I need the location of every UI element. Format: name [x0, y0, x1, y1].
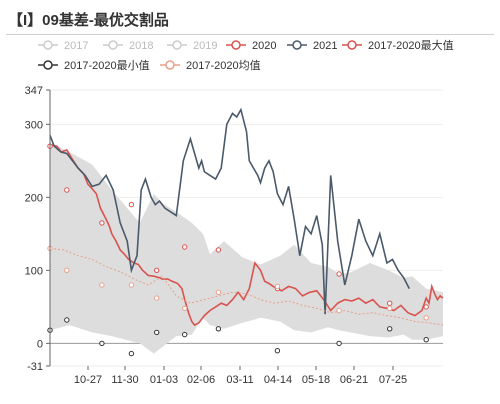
legend-label: 2017-2020最小值	[64, 59, 150, 72]
legend-label: 2018	[129, 40, 153, 52]
marker-point	[154, 329, 160, 336]
legend-label: 2019	[193, 40, 217, 52]
marker-point	[336, 271, 342, 277]
marker-point	[423, 315, 429, 321]
x-tick-label: 04-14	[264, 374, 292, 386]
legend-circle-icon	[165, 60, 175, 70]
legend-item[interactable]: 2018	[103, 40, 153, 52]
marker-point	[215, 326, 222, 332]
marker-point	[154, 267, 160, 273]
marker-point	[99, 340, 105, 347]
x-tick-label: 10-27	[74, 374, 102, 386]
marker-point	[215, 289, 222, 295]
marker-point	[64, 187, 70, 193]
legend-circle-icon	[172, 40, 182, 50]
marker-point	[274, 283, 281, 290]
marker-point	[64, 317, 70, 323]
legend-item[interactable]: 2017	[38, 40, 88, 52]
x-tick-label: 03-11	[226, 374, 253, 386]
marker-point	[182, 244, 188, 250]
legend-circle-icon	[292, 40, 302, 50]
range-band-area	[50, 142, 443, 354]
x-tick-label: 02-06	[187, 374, 215, 386]
legend-item[interactable]: 2017-2020最大值	[342, 38, 454, 52]
legend-item[interactable]: 2021	[287, 40, 337, 52]
marker-point	[387, 305, 393, 311]
marker-point	[423, 304, 429, 310]
marker-layer	[47, 143, 429, 357]
marker-point	[274, 348, 281, 354]
y-tick-label: 347	[25, 85, 43, 97]
legend-circle-icon	[347, 40, 357, 50]
legend-label: 2017-2020最大值	[368, 38, 454, 52]
marker-point	[215, 247, 222, 253]
legend-item[interactable]: 2020	[226, 40, 276, 52]
marker-point	[99, 282, 105, 288]
series-line	[49, 144, 444, 327]
marker-point	[128, 201, 135, 208]
axes: 347 300 200 100 0 -31 10-27 11-30 01-03 02-06 03-1…	[25, 85, 407, 386]
legend-circle-icon	[43, 40, 53, 50]
y-tick-label: 200	[25, 192, 43, 204]
marker-point	[336, 340, 342, 347]
series-line	[49, 247, 444, 326]
marker-point	[182, 331, 188, 338]
marker-point	[387, 326, 393, 332]
legend-label: 2021	[313, 40, 337, 52]
title-divider	[6, 34, 494, 35]
legend-circle-icon	[231, 40, 241, 50]
marker-point	[387, 300, 393, 306]
legend-item[interactable]: 2017-2020最小值	[38, 59, 150, 72]
legend-label: 2020	[252, 40, 276, 52]
y-tick-label: 100	[25, 265, 43, 277]
range-band	[50, 142, 443, 354]
marker-point	[154, 295, 160, 301]
x-tick-label: 06-21	[340, 374, 368, 386]
series-line	[49, 107, 411, 315]
marker-point	[336, 307, 342, 314]
x-tick-label: 05-18	[302, 374, 330, 386]
legend-item[interactable]: 2019	[167, 40, 217, 52]
marker-point	[423, 337, 429, 343]
legend-label: 2017-2020均值	[186, 59, 261, 72]
legend-circle-icon	[108, 40, 118, 50]
x-tick-label: 07-25	[379, 374, 407, 386]
y-tick-label: 0	[37, 338, 43, 350]
x-tick-label: 11-30	[111, 374, 138, 386]
page-title: 【I】09基差-最优交割品	[8, 12, 169, 29]
marker-point	[128, 282, 135, 288]
marker-point	[99, 220, 105, 226]
legend: 2017 2018 2019 2020 2021 2017-2020最大值 2017-202…	[38, 38, 454, 72]
legend-label: 2017	[64, 40, 88, 52]
marker-point	[128, 350, 135, 357]
marker-point	[182, 305, 188, 311]
series-layer	[49, 107, 444, 327]
legend-circle-icon	[43, 60, 53, 70]
x-tick-label: 01-03	[150, 374, 178, 386]
y-tick-label: 300	[25, 119, 43, 131]
marker-point	[64, 267, 70, 273]
legend-item[interactable]: 2017-2020均值	[160, 59, 261, 72]
y-tick-label: -31	[27, 361, 43, 373]
